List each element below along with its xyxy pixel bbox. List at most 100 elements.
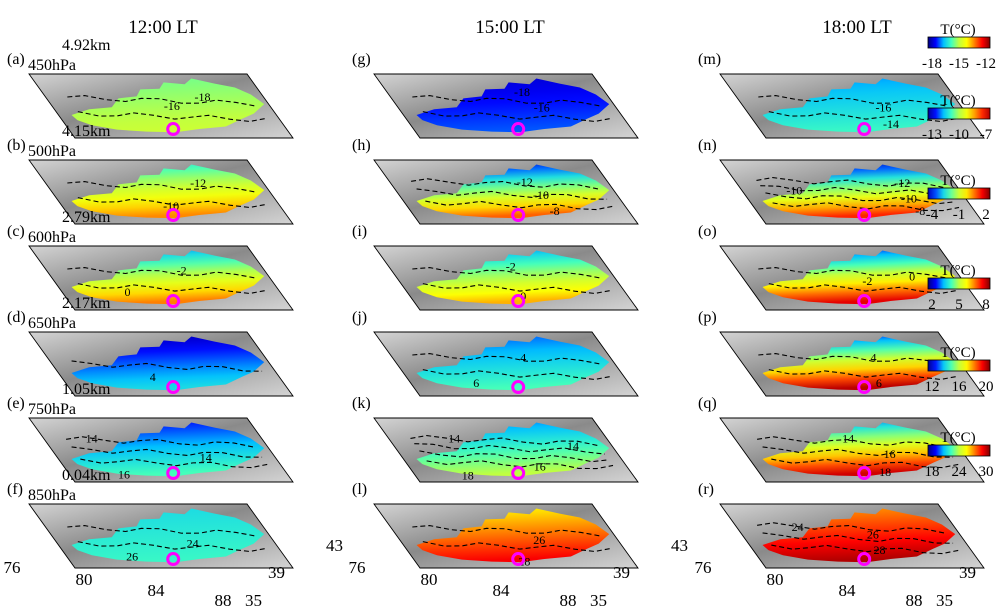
colorbar [927, 444, 991, 457]
row-height-label: 2.17km [62, 295, 111, 312]
contour-line [66, 436, 256, 448]
panel-label: (c) [7, 223, 25, 240]
panel-label: (l) [352, 481, 367, 498]
map-panel-b: -10-12(b) [7, 137, 294, 225]
site-marker [511, 208, 526, 223]
longitude-tick: 84 [839, 581, 857, 600]
contour-label: 14 [448, 431, 460, 445]
map-panel-i: -2 0 (i) [352, 223, 639, 311]
contour-label: -16 [534, 100, 550, 114]
contour-line [772, 202, 960, 212]
longitude-tick: 88 [906, 591, 923, 610]
contour-label: -12 [894, 176, 910, 190]
temperature-field [71, 508, 265, 563]
panel-label: (o) [698, 223, 717, 240]
row-height-label: 1.05km [62, 381, 111, 398]
temperature-field [71, 250, 265, 305]
contour-line [762, 446, 954, 458]
colorbar-tick: -7 [980, 127, 993, 143]
temperature-field [762, 250, 956, 305]
panel-label: (n) [698, 137, 717, 154]
contour-line [756, 176, 945, 189]
contour-label: 18 [462, 469, 474, 483]
contour-line [77, 197, 266, 209]
contour-line [765, 192, 956, 205]
contour-label: -16 [875, 100, 891, 114]
temperature-field [416, 78, 610, 133]
row-pressure-label: 650hPa [28, 315, 76, 332]
row-pressure-label: 500hPa [28, 143, 76, 160]
contour-label: 14 [86, 431, 98, 445]
contour-line [768, 369, 957, 381]
latitude-tick: 39 [613, 563, 630, 582]
site-marker [166, 466, 181, 481]
contour-line [768, 283, 957, 295]
temperature-field [762, 78, 956, 133]
temperature-field [762, 164, 956, 219]
site-marker [166, 294, 181, 309]
colorbar-tick: 5 [955, 297, 963, 313]
colorbar [927, 277, 991, 290]
colorbar-tick: 2 [982, 207, 990, 223]
panel-label: (a) [7, 51, 25, 68]
contour-line [757, 436, 947, 448]
colorbar-tick: -4 [926, 207, 939, 223]
contour-label: 18 [879, 465, 891, 479]
panel-label: (h) [352, 137, 371, 154]
contour-line [768, 111, 957, 123]
contour-line [414, 443, 605, 455]
latitude-tick: 35 [590, 591, 607, 610]
longitude-tick: 84 [148, 581, 166, 600]
site-marker [857, 552, 872, 567]
contour-label: -8 [915, 204, 925, 218]
panel-label: (k) [352, 395, 371, 412]
temperature-field [416, 164, 610, 219]
contour-label: -12 [517, 175, 533, 189]
site-marker [857, 466, 872, 481]
map-panel-q: 14 16 18 (q) [698, 395, 985, 483]
contour-line [762, 532, 954, 544]
site-marker [166, 552, 181, 567]
colorbar-tick: 12 [925, 379, 940, 395]
temperature-field [762, 336, 956, 391]
colorbar-tick: 24 [952, 464, 968, 480]
colorbar-title: T(°C) [940, 263, 975, 279]
longitude-tick: 80 [76, 570, 93, 589]
contour-line [77, 283, 266, 295]
colorbar-title: T(°C) [940, 173, 975, 189]
contour-label: 28 [874, 543, 886, 557]
longitude-tick: 88 [560, 591, 577, 610]
contour-line [411, 178, 601, 190]
temperature-field [71, 78, 265, 133]
map-panel-d: 4 (d) [7, 309, 294, 397]
site-marker [511, 380, 526, 395]
contour-line [771, 544, 959, 555]
map-panel-o: -2 0 (o) [698, 223, 985, 311]
colorbar-tick: 16 [952, 379, 968, 395]
colorbar-tick: 30 [979, 464, 994, 480]
panel-label: (f) [7, 481, 23, 498]
map-panel-m: -16 -14 (m) [698, 51, 985, 139]
longitude-tick: 76 [4, 558, 21, 577]
colorbar [927, 36, 991, 49]
colorbar-title: T(°C) [940, 345, 975, 361]
contour-label: 0 [909, 270, 915, 284]
contour-label: 6 [473, 376, 479, 390]
contour-label: -2 [177, 263, 187, 277]
colorbar [927, 359, 991, 372]
map-panel-n: -10-12-10-8(n) [698, 137, 985, 225]
column-title: 12:00 LT [128, 17, 198, 38]
contour-line [422, 369, 611, 381]
contour-label: 4 [871, 351, 877, 365]
site-marker [857, 208, 872, 223]
temperature-field [71, 422, 265, 477]
map-panel-j: 4 6 (j) [352, 309, 639, 397]
site-marker [166, 380, 181, 395]
site-marker [511, 466, 526, 481]
contour-line [410, 434, 599, 447]
contour-label: -14 [883, 117, 899, 131]
contour-line [422, 111, 611, 123]
temperature-field [416, 336, 610, 391]
contour-line [77, 111, 266, 123]
